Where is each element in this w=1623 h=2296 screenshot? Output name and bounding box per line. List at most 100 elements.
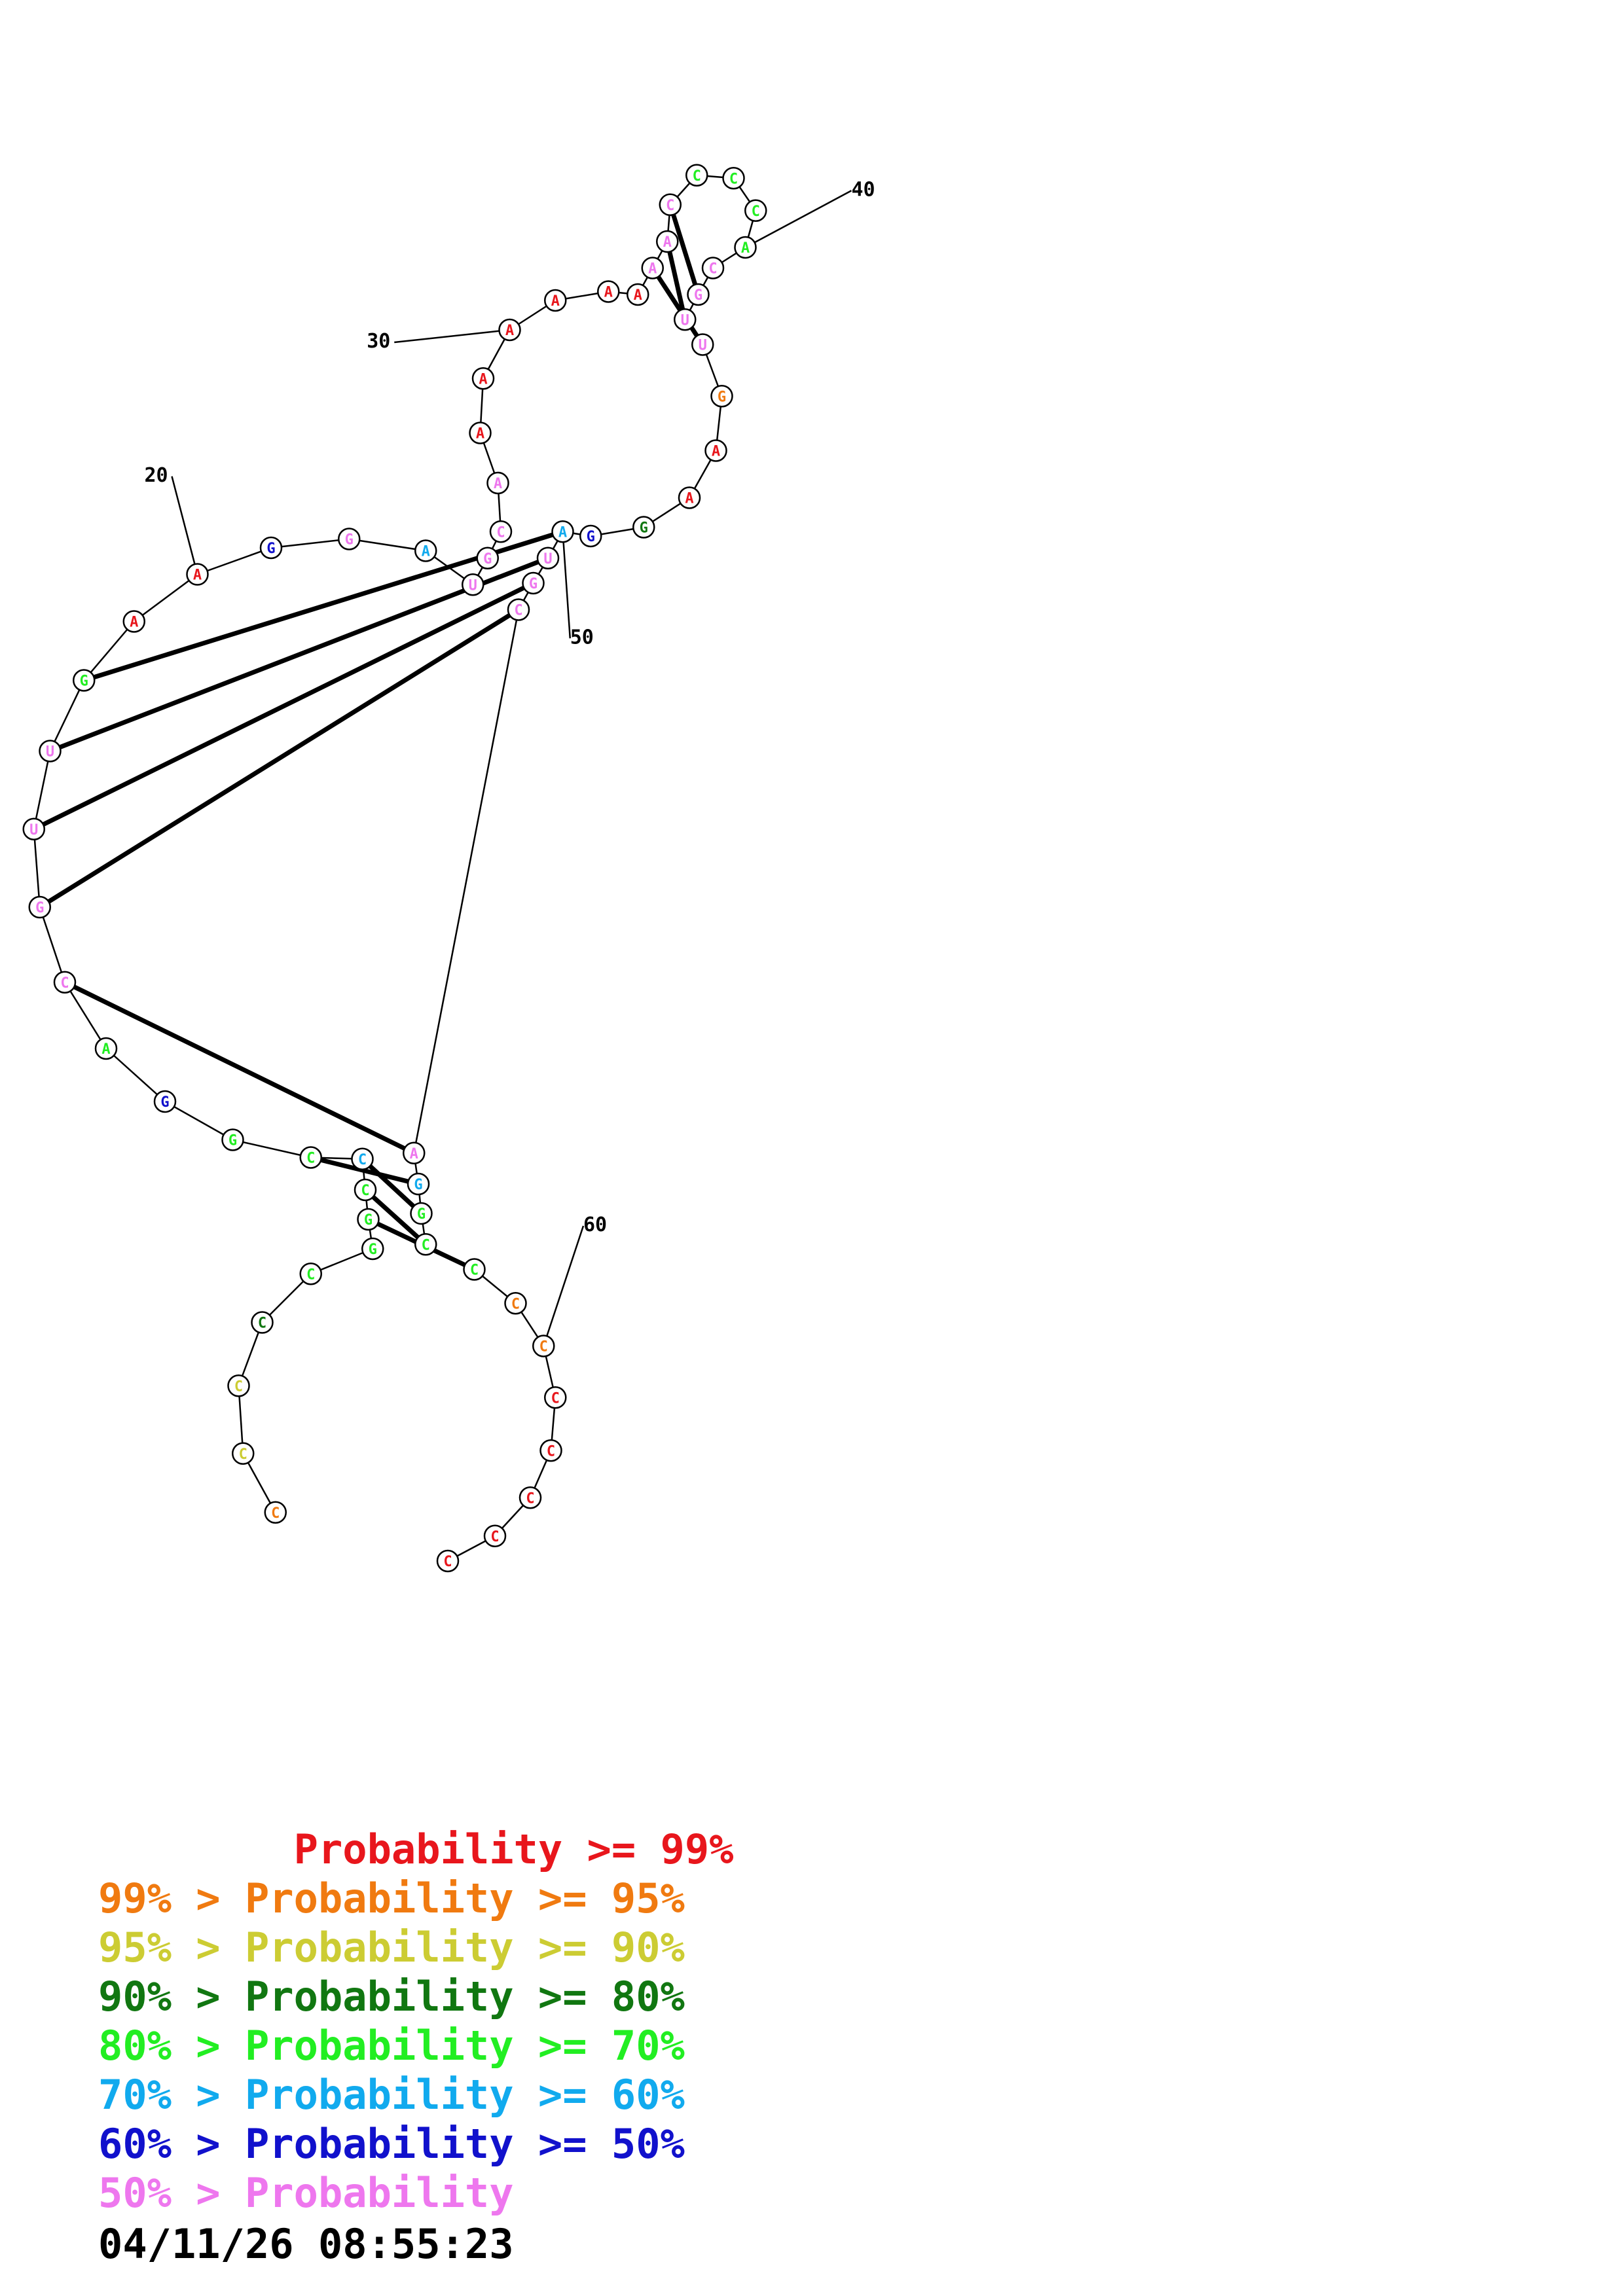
- nucleotide: C: [544, 1386, 567, 1409]
- backbone-segment: [105, 1048, 166, 1102]
- backbone-segment: [349, 538, 426, 552]
- base-pair-line: [650, 266, 705, 346]
- nucleotide-circle: [264, 1501, 287, 1524]
- nucleotide-circle: [73, 669, 96, 692]
- nucleotide-letter: C: [496, 524, 505, 541]
- nucleotide: C: [659, 193, 682, 216]
- backbone-segment: [164, 1100, 234, 1141]
- nucleotide: A: [471, 367, 495, 390]
- nucleotide: G: [476, 547, 499, 569]
- base-pair-line: [668, 204, 701, 296]
- base-pair-line: [64, 980, 415, 1155]
- nucleotide-letter: U: [699, 338, 707, 354]
- nucleotide: C: [722, 167, 745, 190]
- legend-entry: Probability >= 99%: [98, 1825, 734, 1873]
- nucleotide-circle: [519, 1486, 542, 1509]
- nucleotide-letter: G: [364, 1212, 373, 1229]
- nucleotide: G: [687, 283, 710, 306]
- nucleotide-circle: [483, 1524, 507, 1547]
- nucleotide-letter: A: [193, 567, 202, 584]
- nucleotide-letter: C: [422, 1237, 430, 1253]
- nucleotide: C: [532, 1335, 555, 1357]
- nucleotide-circle: [232, 1442, 255, 1465]
- nucleotide-circle: [39, 740, 62, 762]
- position-tick: [171, 476, 198, 575]
- nucleotide-letter: A: [558, 524, 567, 541]
- nucleotide-circle: [471, 367, 495, 390]
- nucleotide-letter: G: [80, 673, 88, 690]
- nucleotide-letter: A: [410, 1146, 418, 1162]
- nucleotide: A: [414, 539, 437, 562]
- nucleotide: A: [498, 318, 521, 342]
- nucleotide-circle: [354, 1178, 377, 1202]
- nucleotide: G: [221, 1128, 244, 1151]
- nucleotide: A: [627, 283, 649, 306]
- nucleotide-letter: C: [539, 1339, 548, 1355]
- nucleotide-circle: [351, 1147, 374, 1170]
- nucleotide-letter: G: [414, 1177, 422, 1193]
- nucleotide-circle: [551, 520, 574, 543]
- nucleotide-letter: G: [640, 520, 648, 537]
- nucleotide: A: [403, 1141, 426, 1164]
- nucleotide: A: [641, 257, 664, 279]
- nucleotide-circle: [498, 318, 521, 342]
- nucleotide: A: [186, 563, 209, 586]
- position-label: 20: [145, 464, 168, 487]
- nucleotide-circle: [544, 289, 567, 312]
- nucleotide: C: [463, 1258, 486, 1281]
- nucleotide-circle: [632, 516, 655, 539]
- backbone-segment: [261, 1273, 312, 1323]
- nucleotide-letter: G: [587, 529, 595, 545]
- nucleotide-circle: [410, 1202, 433, 1225]
- nucleotide-letter: G: [417, 1206, 426, 1223]
- nucleotide-letter: U: [469, 577, 477, 594]
- backbone-segment: [197, 547, 272, 575]
- nucleotide-letter: C: [511, 1296, 520, 1312]
- nucleotide-letter: C: [361, 1183, 369, 1199]
- nucleotide-letter: G: [694, 287, 702, 304]
- nucleotide-circle: [532, 1335, 555, 1357]
- nucleotide-circle: [221, 1128, 244, 1151]
- nucleotide-circle: [476, 547, 499, 569]
- nucleotide-letter: C: [60, 975, 69, 992]
- nucleotide-letter: C: [693, 168, 701, 185]
- nucleotide-letter: G: [345, 532, 354, 548]
- legend-entry: 50% > Probability: [98, 2169, 514, 2217]
- nucleotide-circle: [53, 971, 77, 994]
- backbone-segment: [238, 1386, 244, 1454]
- nucleotide-circle: [539, 1439, 562, 1462]
- nucleotide-circle: [704, 439, 727, 462]
- nucleotide-letter: G: [369, 1242, 377, 1258]
- nucleotide-circle: [744, 199, 767, 222]
- nucleotide: G: [522, 571, 545, 595]
- nucleotide: A: [656, 230, 679, 253]
- nucleotide-letter: G: [266, 541, 275, 557]
- nucleotide-circle: [186, 563, 209, 586]
- nucleotide: G: [28, 895, 51, 919]
- nucleotide-letter: C: [258, 1316, 266, 1332]
- backbone-segment: [134, 573, 198, 622]
- position-tick: [744, 190, 852, 249]
- nucleotide-circle: [674, 308, 697, 331]
- legend-entry: 95% > Probability >= 90%: [98, 1924, 685, 1971]
- nucleotide-circle: [403, 1141, 426, 1164]
- nucleotide: U: [674, 308, 697, 331]
- nucleotide-circle: [489, 520, 513, 543]
- nucleotide-letter: A: [604, 285, 613, 301]
- nucleotide-letter: C: [514, 603, 522, 619]
- nucleotide-letter: A: [634, 287, 642, 304]
- nucleotide-circle: [463, 1258, 486, 1281]
- nucleotide-circle: [299, 1263, 322, 1285]
- nucleotide-letter: G: [718, 389, 726, 405]
- nucleotide: C: [299, 1146, 322, 1169]
- base-pair-line: [38, 607, 520, 909]
- nucleotide-letter: G: [160, 1094, 169, 1111]
- nucleotide: C: [519, 1486, 542, 1509]
- nucleotide-letter: U: [29, 822, 38, 838]
- nucleotide-circle: [486, 471, 509, 495]
- nucleotide: C: [744, 199, 767, 222]
- nucleotide-circle: [579, 524, 602, 548]
- nucleotide: U: [691, 333, 714, 356]
- base-pair-line: [310, 1155, 419, 1187]
